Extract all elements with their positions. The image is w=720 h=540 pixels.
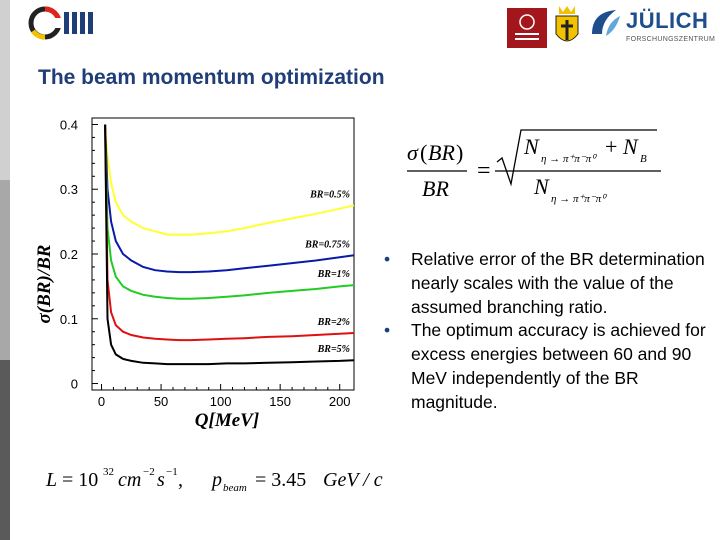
strip-segment-mid bbox=[0, 180, 10, 360]
svg-text:cm: cm bbox=[118, 469, 141, 491]
svg-text:32: 32 bbox=[103, 466, 114, 478]
juelich-subtitle: FORSCHUNGSZENTRUM bbox=[626, 36, 716, 43]
university-logo bbox=[507, 8, 547, 48]
series-line-0 bbox=[104, 124, 355, 236]
y-tick-label: 0 bbox=[71, 377, 78, 392]
y-tick-label: 0.3 bbox=[60, 182, 78, 197]
series-line-1 bbox=[104, 124, 355, 274]
svg-text:= 3.45: = 3.45 bbox=[255, 469, 306, 491]
svg-text:beam: beam bbox=[223, 482, 247, 494]
strip-segment-dark bbox=[0, 360, 10, 540]
svg-text:= 10: = 10 bbox=[62, 469, 98, 491]
juelich-mark-icon bbox=[592, 10, 620, 36]
svg-text:p: p bbox=[210, 469, 222, 491]
svg-text:BR: BR bbox=[422, 176, 449, 201]
y-axis-title: σ(BR)/BR bbox=[34, 245, 55, 324]
bullet-text: The optimum accuracy is achieved for exc… bbox=[411, 320, 706, 412]
series-labels: BR=0.5% BR=0.75% BR=1% BR=2% BR=5% bbox=[304, 189, 350, 355]
ticks: 0 50 100 150 200 0 0.1 0.2 0.3 0.4 bbox=[60, 117, 351, 409]
svg-text:): ) bbox=[456, 140, 463, 165]
svg-text:N: N bbox=[622, 134, 639, 159]
svg-text:=: = bbox=[477, 158, 491, 184]
series-label-3: BR=2% bbox=[317, 317, 350, 328]
svg-text:−2: −2 bbox=[143, 466, 155, 478]
svg-text:η → π⁺π⁻π⁰: η → π⁺π⁻π⁰ bbox=[541, 153, 597, 165]
svg-text:L: L bbox=[45, 469, 57, 491]
luminosity-momentum-formula: L = 10 32 cm −2 s −1 , p beam = 3.45 GeV… bbox=[45, 466, 383, 494]
x-tick-label: 0 bbox=[98, 394, 105, 409]
x-tick-label: 200 bbox=[329, 394, 351, 409]
y-tick-label: 0.1 bbox=[60, 312, 78, 327]
x-tick-label: 50 bbox=[154, 394, 168, 409]
svg-text:BR: BR bbox=[428, 140, 455, 165]
bullet-item: • Relative error of the BR determination … bbox=[384, 248, 714, 319]
chart: BR=0.5% BR=0.75% BR=1% BR=2% BR=5% 0 50 100 150… bbox=[34, 117, 355, 431]
cosy-logo bbox=[28, 6, 93, 40]
y-tick-label: 0.4 bbox=[60, 117, 78, 132]
series-label-0: BR=0.5% bbox=[309, 189, 350, 200]
page-title: The beam momentum optimization bbox=[38, 66, 385, 89]
svg-text:−1: −1 bbox=[166, 466, 178, 478]
svg-text:B: B bbox=[640, 153, 647, 165]
series-label-2: BR=1% bbox=[317, 269, 350, 280]
bullet-item: • The optimum accuracy is achieved for ex… bbox=[384, 319, 714, 414]
juelich-logo: JÜLICH FORSCHUNGSZENTRUM bbox=[588, 6, 718, 50]
bullet-list: • Relative error of the BR determination … bbox=[384, 248, 714, 415]
svg-text:,: , bbox=[178, 469, 183, 491]
plot-frame bbox=[91, 117, 355, 391]
svg-text:σ: σ bbox=[407, 140, 419, 165]
svg-text:η → π⁺π⁻π⁰: η → π⁺π⁻π⁰ bbox=[551, 193, 607, 205]
bullet-text: Relative error of the BR determination n… bbox=[411, 249, 705, 317]
bullet-dot-icon: • bbox=[384, 249, 391, 269]
x-axis-title: Q[MeV] bbox=[195, 410, 259, 431]
svg-text:s: s bbox=[157, 469, 165, 491]
strip-segment-light bbox=[0, 0, 10, 180]
svg-text:N: N bbox=[523, 134, 540, 159]
juelich-wordmark: JÜLICH bbox=[626, 8, 709, 33]
x-tick-label: 150 bbox=[269, 394, 291, 409]
crest-logo bbox=[555, 6, 579, 42]
series-line-3 bbox=[104, 124, 355, 342]
svg-text:GeV / c: GeV / c bbox=[323, 469, 383, 491]
svg-text:N: N bbox=[533, 174, 550, 199]
svg-text:+: + bbox=[605, 134, 617, 159]
series-label-4: BR=5% bbox=[317, 344, 350, 355]
relative-error-formula: σ ( BR ) BR = N η → π⁺π⁻π⁰ + N B N η → π… bbox=[407, 129, 661, 205]
series-label-1: BR=0.75% bbox=[304, 239, 350, 250]
x-tick-label: 100 bbox=[210, 394, 232, 409]
svg-text:(: ( bbox=[420, 140, 427, 165]
left-decor-strip bbox=[0, 0, 10, 540]
series-layer bbox=[104, 124, 355, 366]
bullet-dot-icon: • bbox=[384, 320, 391, 341]
y-tick-label: 0.2 bbox=[60, 247, 78, 262]
series-line-4 bbox=[104, 124, 355, 366]
series-line-2 bbox=[104, 124, 355, 300]
